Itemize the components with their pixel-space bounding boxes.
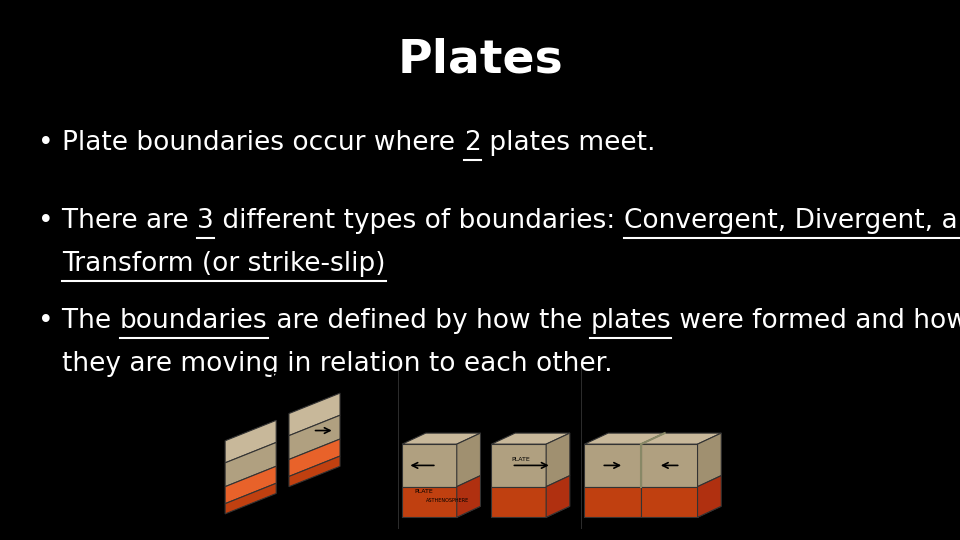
Text: were formed and how: were formed and how (671, 308, 960, 334)
Text: boundaries: boundaries (120, 308, 268, 334)
Text: are defined by how the: are defined by how the (268, 308, 590, 334)
Text: they are moving in relation to each other.: they are moving in relation to each othe… (62, 351, 613, 377)
Text: plates meet.: plates meet. (481, 130, 655, 156)
Text: Plates: Plates (397, 38, 563, 83)
Text: plates: plates (590, 308, 671, 334)
Text: 3: 3 (198, 208, 214, 234)
Text: • There are: • There are (38, 208, 198, 234)
Text: Convergent, Divergent, and: Convergent, Divergent, and (624, 208, 960, 234)
Text: Transform (or strike-slip): Transform (or strike-slip) (62, 251, 386, 277)
Text: 2: 2 (464, 130, 481, 156)
Text: • Plate boundaries occur where: • Plate boundaries occur where (38, 130, 464, 156)
Text: • The: • The (38, 308, 120, 334)
Text: different types of boundaries:: different types of boundaries: (214, 208, 624, 234)
